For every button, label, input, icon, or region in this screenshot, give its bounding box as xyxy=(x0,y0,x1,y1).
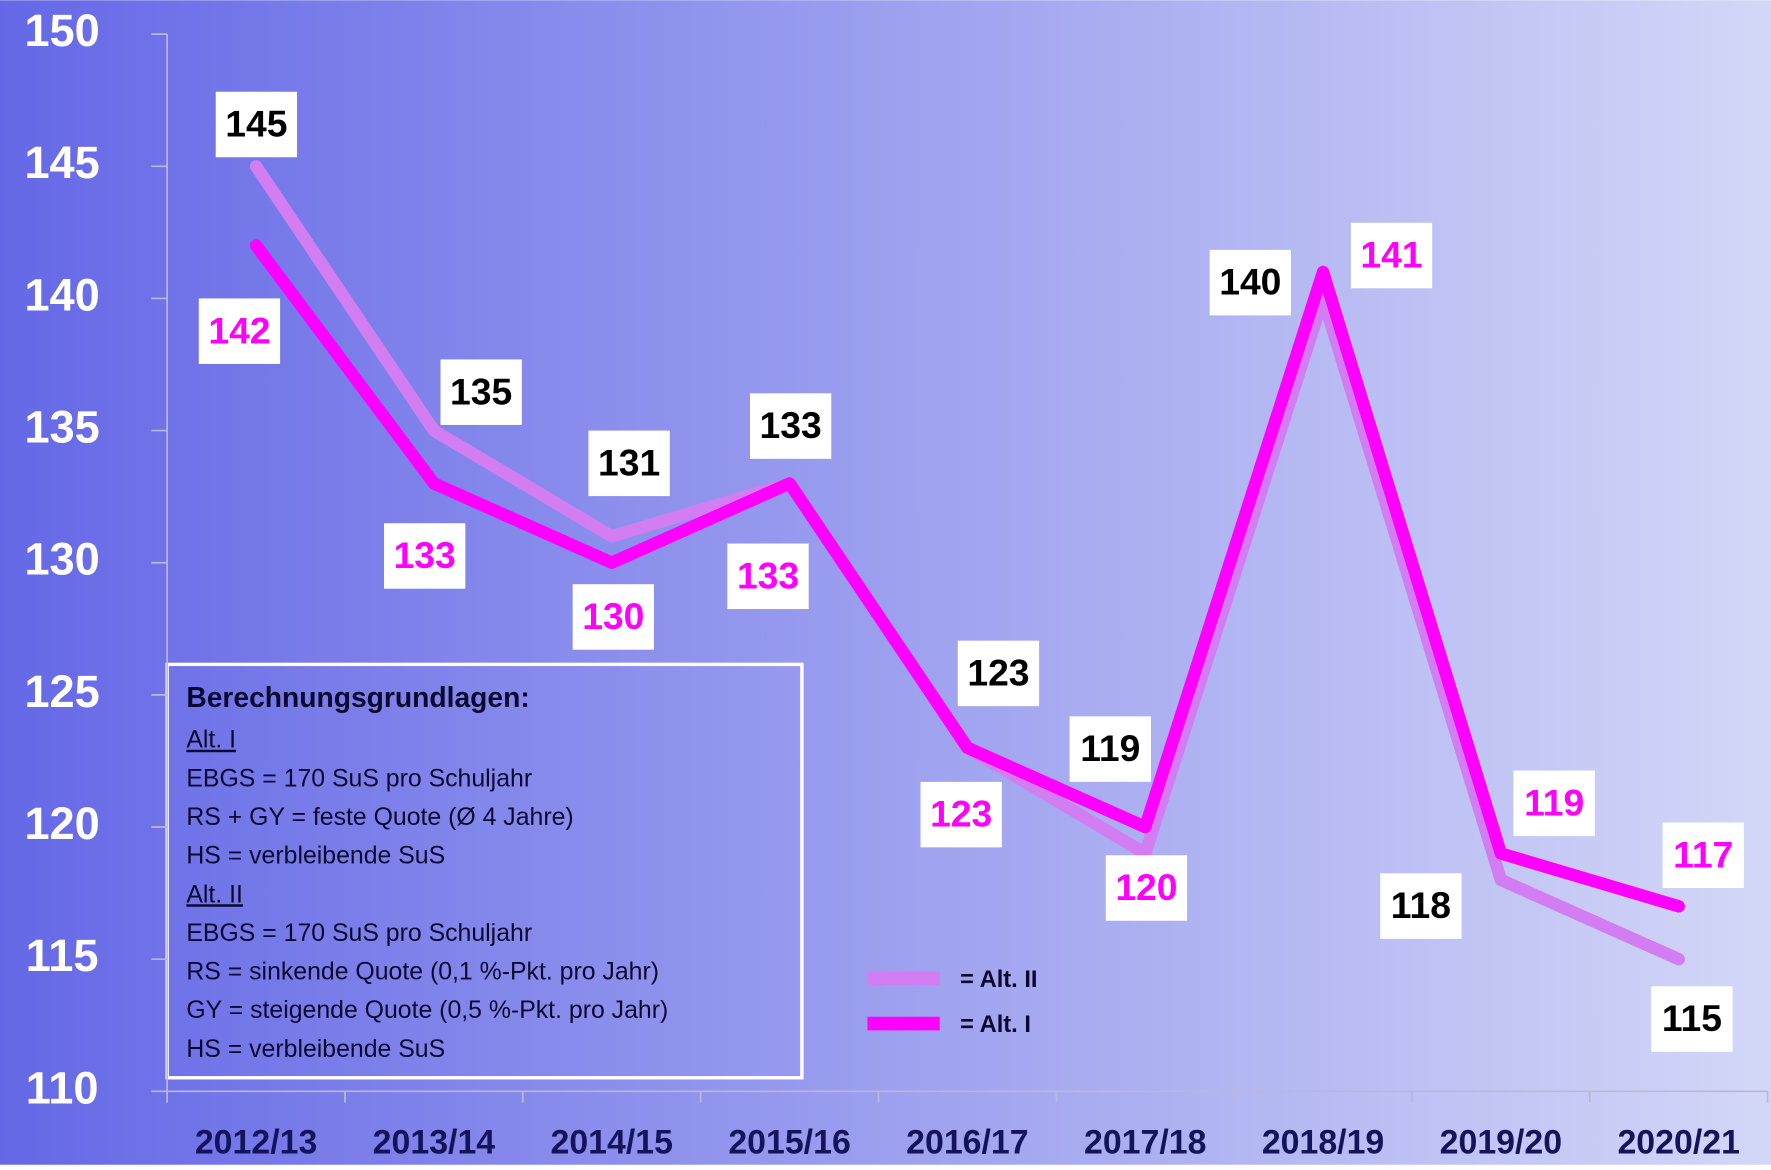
notes-line: EBGS = 170 SuS pro Schuljahr xyxy=(186,920,532,947)
value-label: 135 xyxy=(450,370,512,412)
x-tick-label: 2018/19 xyxy=(1262,1123,1384,1161)
y-tick-label: 130 xyxy=(24,534,99,585)
series-line xyxy=(249,239,1685,913)
x-tick-label: 2019/20 xyxy=(1440,1123,1562,1161)
notes-line: RS = sinkende Quote (0,1 %-Pkt. pro Jahr… xyxy=(186,959,659,986)
value-label-box xyxy=(1069,716,1151,782)
value-label: 133 xyxy=(760,404,822,446)
value-label-box xyxy=(920,781,1002,848)
value-label: 140 xyxy=(1219,261,1281,303)
y-tick-label: 115 xyxy=(26,930,99,981)
notes-line: Alt. II xyxy=(186,881,243,908)
value-label: 118 xyxy=(1391,884,1451,926)
value-label-box xyxy=(588,430,670,497)
value-label: 145 xyxy=(225,103,287,145)
y-tick-label: 140 xyxy=(24,269,99,320)
legend-label: = Alt. I xyxy=(960,1012,1031,1038)
notes-line: GY = steigende Quote (0,5 %-Pkt. pro Jah… xyxy=(186,997,668,1024)
x-tick-label: 2020/21 xyxy=(1617,1123,1739,1161)
value-label-box xyxy=(1209,249,1291,316)
x-tick-label: 2012/13 xyxy=(195,1123,317,1161)
value-label-box xyxy=(1651,986,1733,1052)
value-label: 133 xyxy=(737,554,799,596)
value-label: 131 xyxy=(598,441,660,483)
x-tick-label: 2014/15 xyxy=(551,1123,673,1161)
value-label-box xyxy=(215,91,298,158)
value-label: 115 xyxy=(1662,997,1722,1039)
notes-line: EBGS = 170 SuS pro Schuljahr xyxy=(186,765,532,792)
value-label-box xyxy=(1380,873,1462,939)
value-label-box xyxy=(1513,770,1595,837)
y-tick-label: 120 xyxy=(24,798,99,849)
notes-line: RS + GY = feste Quote (Ø 4 Jahre) xyxy=(186,804,573,831)
y-tick-label: 150 xyxy=(24,5,99,56)
value-label-box xyxy=(1350,222,1433,289)
notes-line: HS = verbleibende SuS xyxy=(186,1036,445,1063)
value-label: 117 xyxy=(1673,833,1733,875)
y-tick-label: 145 xyxy=(24,137,99,188)
value-label: 133 xyxy=(394,534,456,576)
value-label-box xyxy=(440,359,522,425)
y-tick-label: 135 xyxy=(24,402,99,453)
y-tick-label: 110 xyxy=(26,1062,99,1113)
notes-line: Alt. I xyxy=(186,727,236,754)
y-tick-label: 125 xyxy=(24,666,99,717)
value-label: 142 xyxy=(208,309,270,351)
value-label-box xyxy=(957,640,1040,707)
x-tick-label: 2017/18 xyxy=(1084,1123,1206,1161)
value-label-box xyxy=(1662,822,1744,889)
value-label-box xyxy=(749,393,832,459)
value-label: 123 xyxy=(930,793,992,835)
notes-line: HS = verbleibende SuS xyxy=(186,843,445,870)
value-label: 123 xyxy=(967,652,1029,694)
value-label: 119 xyxy=(1080,727,1140,769)
value-label: 119 xyxy=(1524,781,1584,823)
value-label-box xyxy=(572,584,654,650)
value-label: 141 xyxy=(1360,234,1422,276)
x-tick-label: 2016/17 xyxy=(906,1123,1028,1161)
legend-label: = Alt. II xyxy=(960,967,1038,993)
notes-title: Berechnungsgrundlagen: xyxy=(186,681,529,713)
x-tick-label: 2013/14 xyxy=(373,1123,496,1161)
value-label-box xyxy=(198,298,281,364)
value-label: 130 xyxy=(582,595,644,637)
value-label: 120 xyxy=(1115,866,1177,908)
x-tick-label: 2015/16 xyxy=(728,1123,850,1161)
value-label-box xyxy=(384,523,466,589)
value-label-box xyxy=(727,543,809,610)
value-label-box xyxy=(1105,855,1188,921)
